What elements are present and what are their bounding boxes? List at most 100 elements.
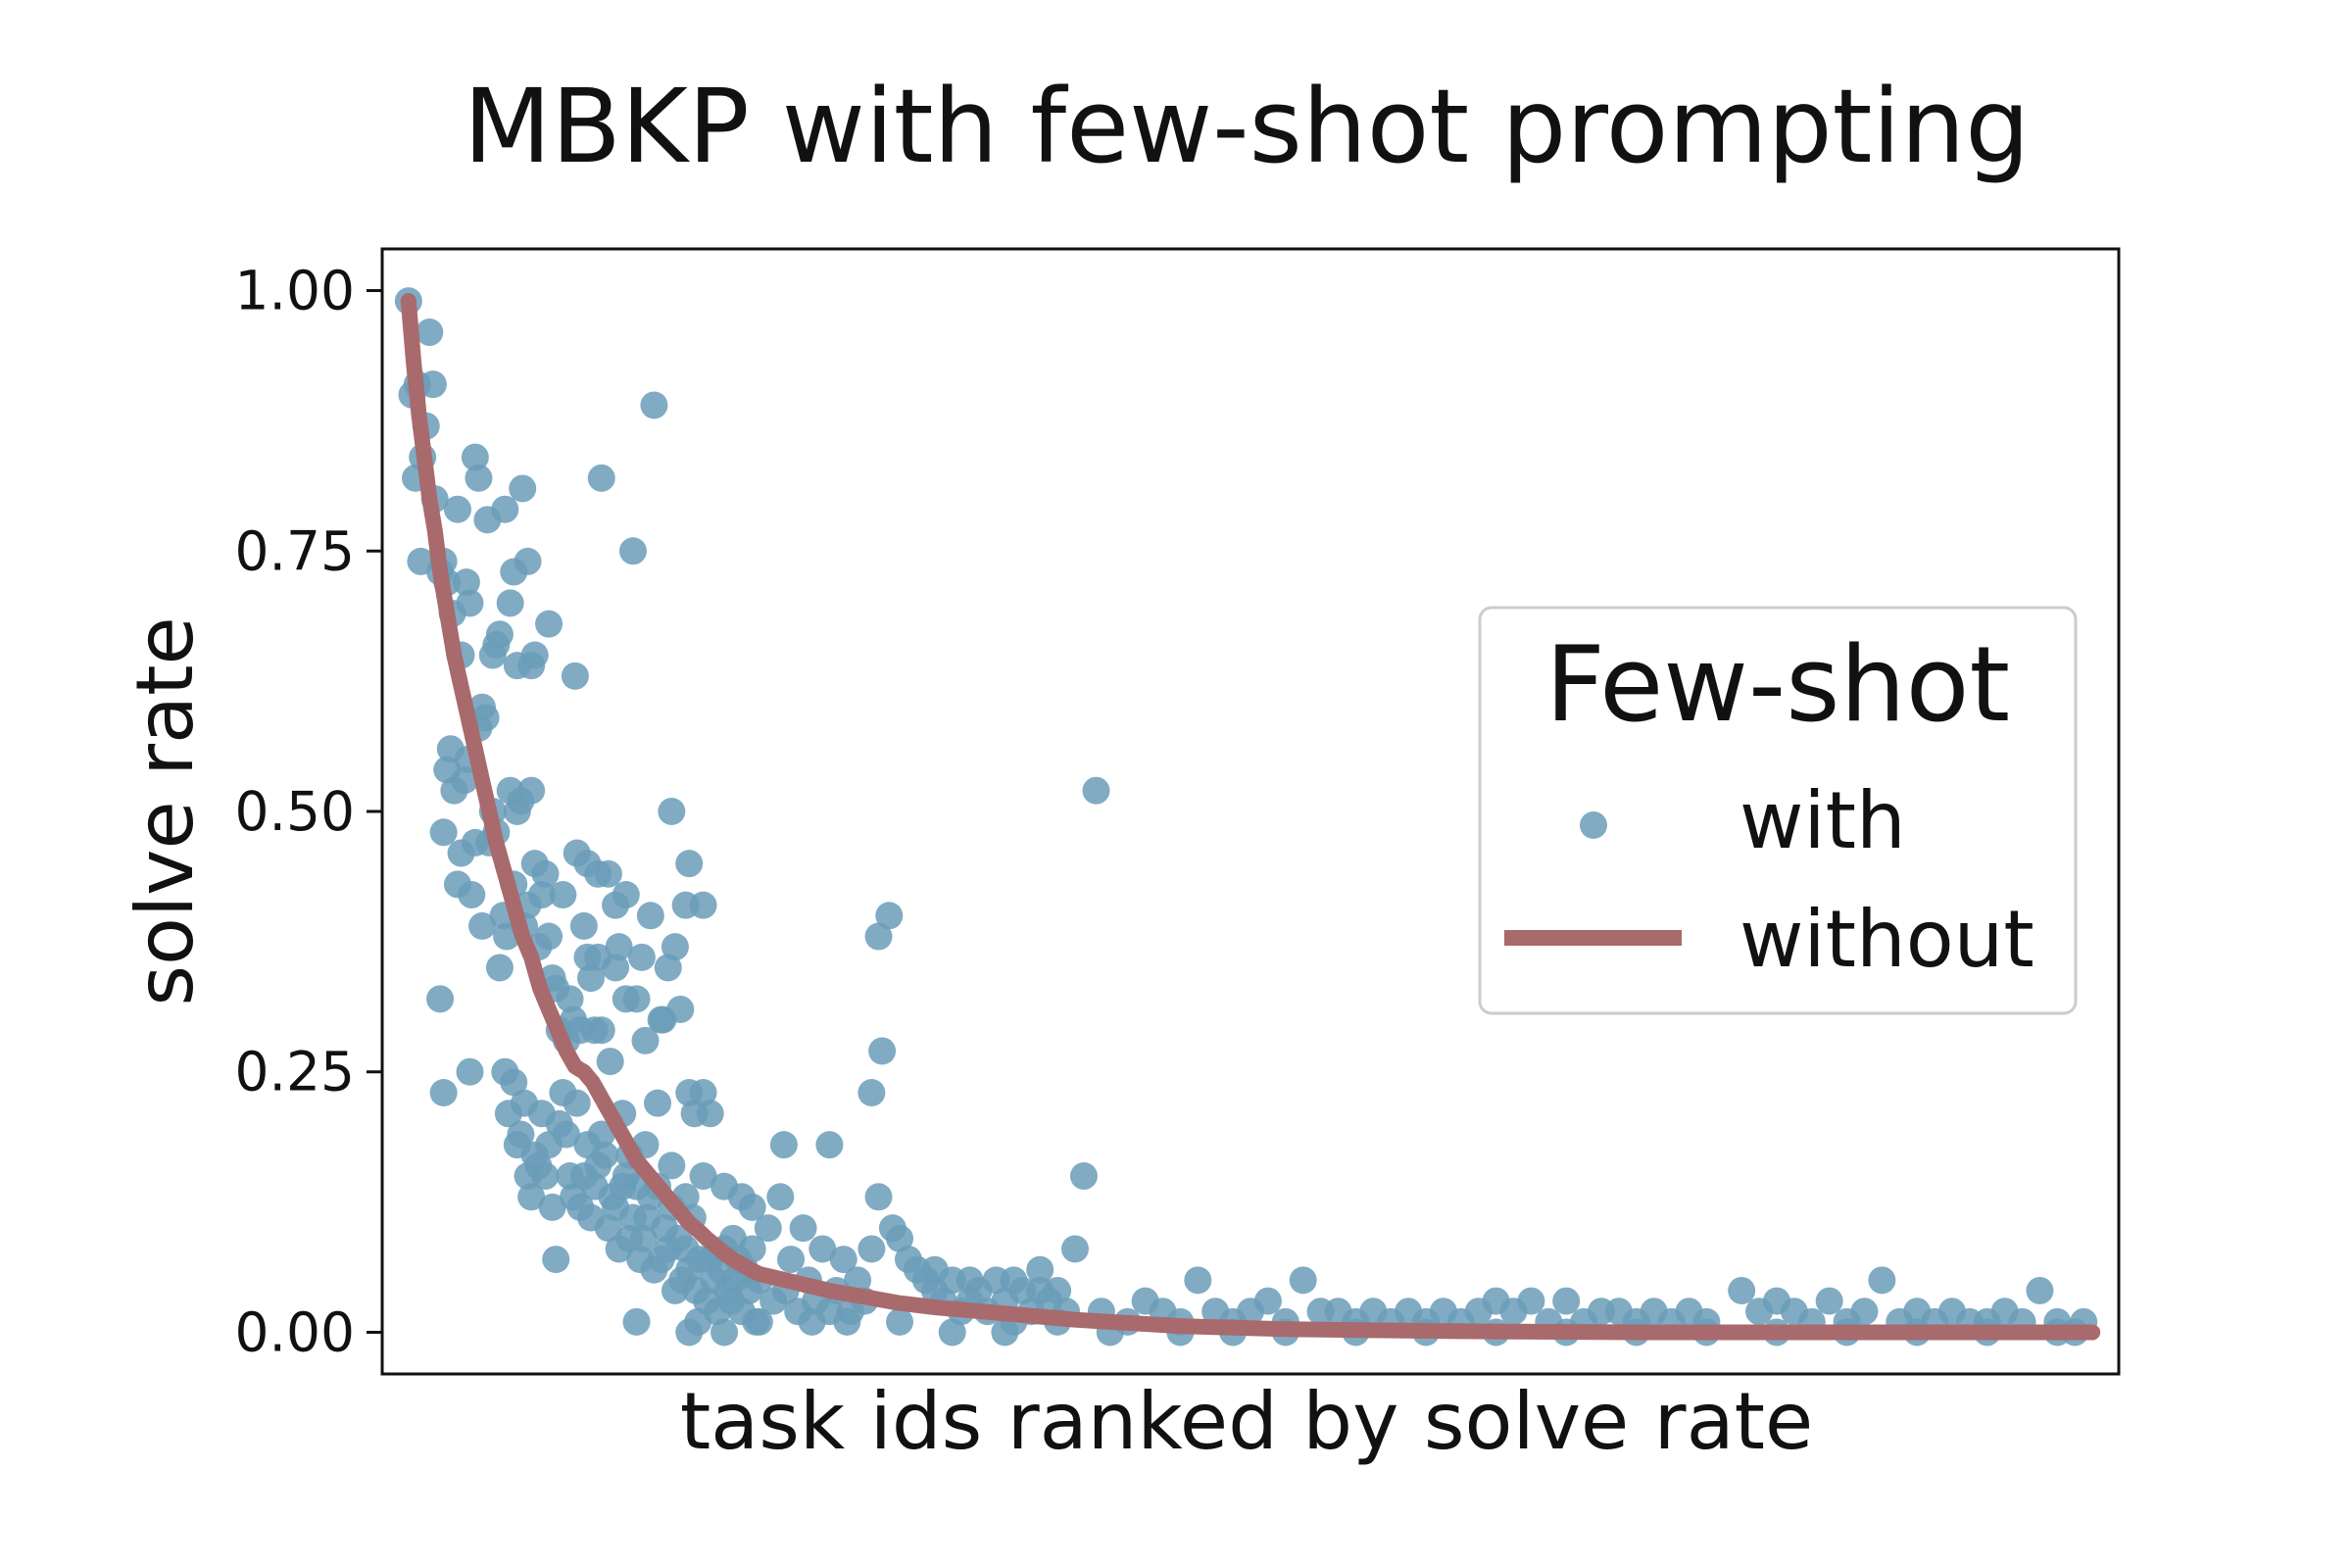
scatter-point-with: [569, 911, 598, 940]
scatter-point-with: [552, 1120, 580, 1149]
y-tick-label: 1.00: [235, 260, 355, 322]
y-axis-label: solve rate: [120, 616, 211, 1005]
scatter-point-with: [514, 547, 542, 575]
legend: Few-shot with without: [1478, 606, 2078, 1015]
scatter-point-with: [456, 589, 484, 617]
scatter-point-with: [1253, 1287, 1282, 1315]
scatter-point-with: [609, 1172, 637, 1200]
scatter-point-with: [535, 922, 564, 951]
scatter-point-with: [456, 1057, 484, 1086]
scatter-point-with: [684, 1307, 712, 1336]
scatter-point-with: [886, 1307, 914, 1336]
scatter-point-with: [531, 1162, 560, 1191]
scatter-point-with: [636, 902, 664, 930]
scatter-point-with: [451, 766, 479, 795]
scatter-point-with: [485, 954, 514, 982]
scatter-point-with: [829, 1246, 858, 1274]
scatter-point-with: [920, 1255, 949, 1284]
scatter-point-with: [833, 1307, 861, 1336]
scatter-point-with: [689, 1162, 717, 1191]
scatter-point-with: [1000, 1266, 1028, 1295]
scatter-point-with: [658, 1152, 686, 1180]
scatter-point-with: [426, 985, 455, 1013]
scatter-point-with: [956, 1266, 984, 1295]
scatter-point-with: [465, 464, 493, 492]
chart-title: MBKP with few-shot prompting: [464, 67, 2031, 186]
scatter-point-with: [1868, 1266, 1896, 1295]
scatter-point-with: [858, 1235, 886, 1263]
scatter-point-with: [520, 641, 549, 669]
scatter-point-with: [491, 495, 519, 523]
scatter-point-with: [875, 902, 904, 930]
scatter-point-with: [2026, 1276, 2054, 1304]
scatter-point-with: [808, 1235, 837, 1263]
scatter-point-with: [594, 1214, 622, 1243]
scatter-point-with: [661, 933, 689, 961]
y-axis-ticks: 0.00 0.25 0.50 0.75 1.00: [235, 260, 382, 1363]
scatter-point-with: [1026, 1255, 1054, 1284]
scatter-point-with: [798, 1307, 826, 1336]
legend-title: Few-shot: [1545, 624, 2010, 745]
scatter-point-with: [622, 1307, 651, 1336]
scatter-point-with: [596, 1048, 624, 1076]
scatter-point-with: [538, 1193, 566, 1221]
scatter-point-with: [991, 1318, 1019, 1347]
scatter-point-with: [1289, 1266, 1317, 1295]
scatter-point-with: [1061, 1235, 1090, 1263]
scatter-point-with: [868, 1037, 897, 1065]
scatter-point-with: [710, 1318, 739, 1347]
series-line-without: [400, 293, 2101, 1341]
scatter-point-with: [549, 881, 577, 909]
scatter-point-with: [745, 1307, 773, 1336]
y-tick-label: 0.50: [235, 780, 355, 843]
scatter-point-with: [563, 1089, 591, 1117]
scatter-point-with: [468, 911, 497, 940]
scatter-point-with: [1850, 1298, 1879, 1326]
scatter-point-with: [461, 443, 489, 471]
scatter-point-with: [938, 1318, 966, 1347]
scatter-point-with: [1517, 1287, 1545, 1315]
scatter-point-with: [452, 568, 480, 597]
scatter-point-with: [500, 1068, 528, 1097]
scatter-point-with: [612, 881, 640, 909]
scatter-point-with: [640, 391, 668, 419]
y-tick-label: 0.00: [235, 1300, 355, 1363]
scatter-point-with: [587, 464, 615, 492]
scatter-point-with: [542, 1246, 570, 1274]
line-layer: [400, 293, 2101, 1341]
scatter-point-with: [766, 1183, 795, 1211]
scatter-point-with: [696, 1100, 724, 1128]
scatter-point-with: [602, 954, 630, 982]
scatter-point-with: [556, 985, 584, 1013]
scatter-point-with: [517, 1183, 546, 1211]
scatter-point-with: [561, 662, 589, 690]
scatter-point-with: [754, 1214, 782, 1243]
scatter-point-with: [675, 850, 704, 878]
scatter-point-with: [769, 1131, 798, 1159]
scatter-point-with: [496, 589, 524, 617]
scatter-point-with: [509, 474, 537, 503]
y-tick-label: 0.75: [235, 519, 355, 582]
scatter-point-with: [1815, 1287, 1843, 1315]
scatter-point-with: [587, 1120, 615, 1149]
legend-label-without: without: [1740, 894, 2034, 985]
scatter-point-with: [627, 943, 656, 971]
scatter-point-with: [864, 1183, 893, 1211]
scatter-point-with: [485, 620, 514, 649]
scatter-point-with: [647, 1005, 675, 1034]
scatter-point-with: [644, 1089, 672, 1117]
scatter-point-with: [858, 1079, 886, 1106]
scatter-point-with: [587, 1016, 615, 1045]
scatter-point-with: [531, 859, 560, 888]
scatter-point-with: [429, 818, 458, 847]
scatter-point-with: [605, 933, 633, 961]
scatter-point-with: [654, 954, 682, 982]
scatter-point-with: [416, 318, 444, 347]
scatter-point-with: [507, 1120, 535, 1149]
scatter-point-with: [789, 1214, 817, 1243]
scatter-point-with: [591, 1141, 619, 1169]
scatter-point-with: [864, 922, 893, 951]
legend-label-with: with: [1740, 775, 1906, 866]
y-tick-label: 0.25: [235, 1041, 355, 1103]
